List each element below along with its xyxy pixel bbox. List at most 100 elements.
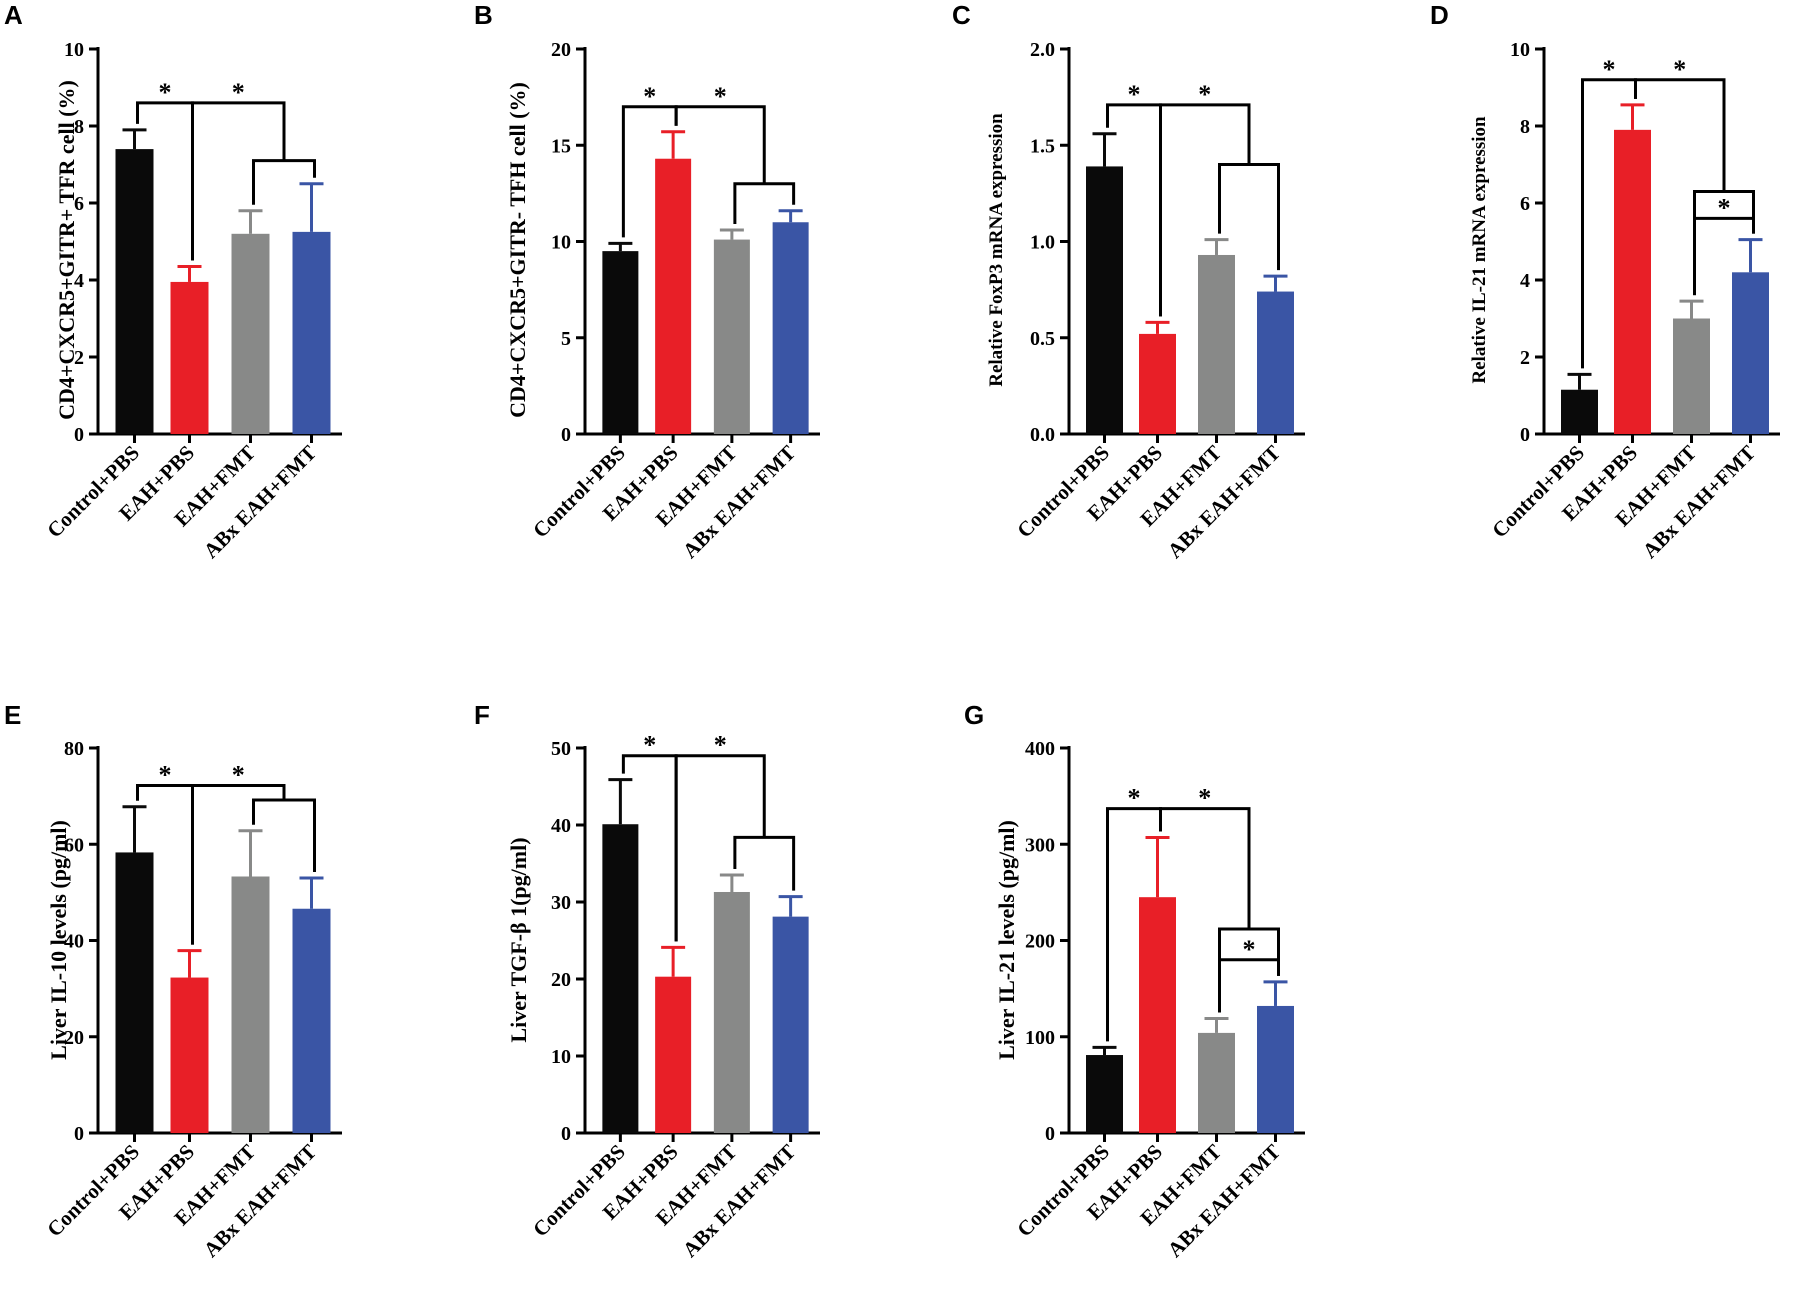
bar [1139,897,1176,1133]
y-tick-label: 300 [1025,834,1055,856]
significance-bracket [252,798,316,872]
y-tick-label: 400 [1025,738,1055,760]
significance-bracket [733,835,796,891]
significance-star: * [714,731,727,760]
y-tick-label: 2.0 [1030,39,1055,61]
bar [1086,166,1123,435]
bar [292,908,331,1133]
significance-star: * [1673,55,1686,84]
y-axis-title: Liver TGF-β 1(pg/ml) [506,837,531,1042]
significance-star: * [232,78,245,107]
y-tick-label: 10 [551,232,571,254]
y-tick-label: 80 [64,738,84,760]
y-axis-title: Liver IL-21 levels (pg/ml) [994,820,1019,1060]
bar [231,876,270,1133]
bar [1086,1055,1123,1133]
panel-letter: G [964,700,984,730]
bar [1673,318,1710,434]
y-tick-label: 1.0 [1030,232,1055,254]
significance-bracket [1218,958,1280,1013]
significance-star: * [1198,80,1211,109]
y-tick-label: 60 [64,834,84,856]
bar [602,824,639,1133]
y-tick-label: 0 [561,424,571,446]
significance-star: * [159,78,172,107]
panel-letter: C [952,0,971,30]
significance-star: * [1718,193,1731,222]
significance-star: * [1198,784,1211,813]
bar [655,976,692,1133]
significance-star: * [1128,784,1141,813]
bar [1561,389,1598,434]
significance-star: * [232,761,245,790]
x-category-label: ABx EAH+FMT [199,1140,321,1262]
y-tick-label: 0.5 [1030,328,1055,350]
significance-bracket [1218,163,1280,271]
y-tick-label: 1.5 [1030,135,1055,157]
y-tick-label: 6 [74,193,84,215]
y-axis-title: Relative FoxP3 mRNA expression [986,113,1007,387]
bar [655,158,692,434]
bar [772,222,809,434]
y-tick-label: 20 [64,1027,84,1049]
y-tick-label: 10 [1510,39,1530,61]
significance-star: * [159,761,172,790]
significance-star: * [714,82,727,111]
significance-bracket [191,101,286,261]
y-tick-label: 20 [551,969,571,991]
bar [1139,333,1176,434]
significance-bracket [674,754,766,942]
bar [1198,1032,1235,1133]
bar [1257,291,1294,434]
bar [170,281,209,434]
significance-star: * [643,731,656,760]
y-tick-label: 4 [74,270,84,292]
y-tick-label: 8 [74,116,84,138]
y-tick-label: 30 [551,892,571,914]
significance-star: * [643,82,656,111]
y-tick-label: 10 [64,39,84,61]
y-tick-label: 100 [1025,1027,1055,1049]
panel-letter: D [1430,0,1449,30]
significance-star: * [1243,935,1256,964]
y-tick-label: 4 [1520,270,1530,292]
significance-star: * [1603,55,1616,84]
bar [772,916,809,1133]
panel-c: C Relative FoxP3 mRNA expression 0.0 0.5 1.0… [952,0,1305,563]
bar [1732,272,1769,434]
significance-bracket [674,105,766,184]
y-axis-title: Liver IL-10 levels (pg/ml) [46,820,71,1060]
bar [170,977,209,1133]
panel-letter: B [474,0,493,30]
y-axis-title: CD4+CXCR5+GITR- TFH cell (%) [505,82,530,418]
bar [115,149,154,434]
panel-letter: F [474,700,490,730]
bar [713,891,750,1133]
y-tick-label: 0 [74,1123,84,1145]
x-category-label: Control+PBS [42,441,144,543]
y-tick-label: 40 [64,931,84,953]
y-tick-label: 0.0 [1030,424,1055,446]
y-tick-label: 50 [551,738,571,760]
y-axis-title: CD4+CXCR5+GITR+ TFR cell (%) [54,80,79,420]
x-category-label: Control+PBS [42,1140,144,1242]
significance-bracket [1159,807,1251,929]
panel-e: E Liver IL-10 levels (pg/ml) 0 20 40 60 80 Cont… [4,700,342,1262]
y-tick-label: 2 [1520,347,1530,369]
bar [1257,1005,1294,1133]
x-category-label: ABx EAH+FMT [199,441,321,563]
significance-bracket [733,182,796,224]
panel-letter: A [4,0,23,30]
y-tick-label: 5 [561,328,571,350]
bar [292,231,331,434]
y-tick-label: 200 [1025,931,1055,953]
panel-letter: E [4,700,21,730]
bar [1198,254,1235,434]
y-tick-label: 6 [1520,193,1530,215]
bar [231,233,270,434]
y-tick-label: 0 [561,1123,571,1145]
y-tick-label: 0 [74,424,84,446]
